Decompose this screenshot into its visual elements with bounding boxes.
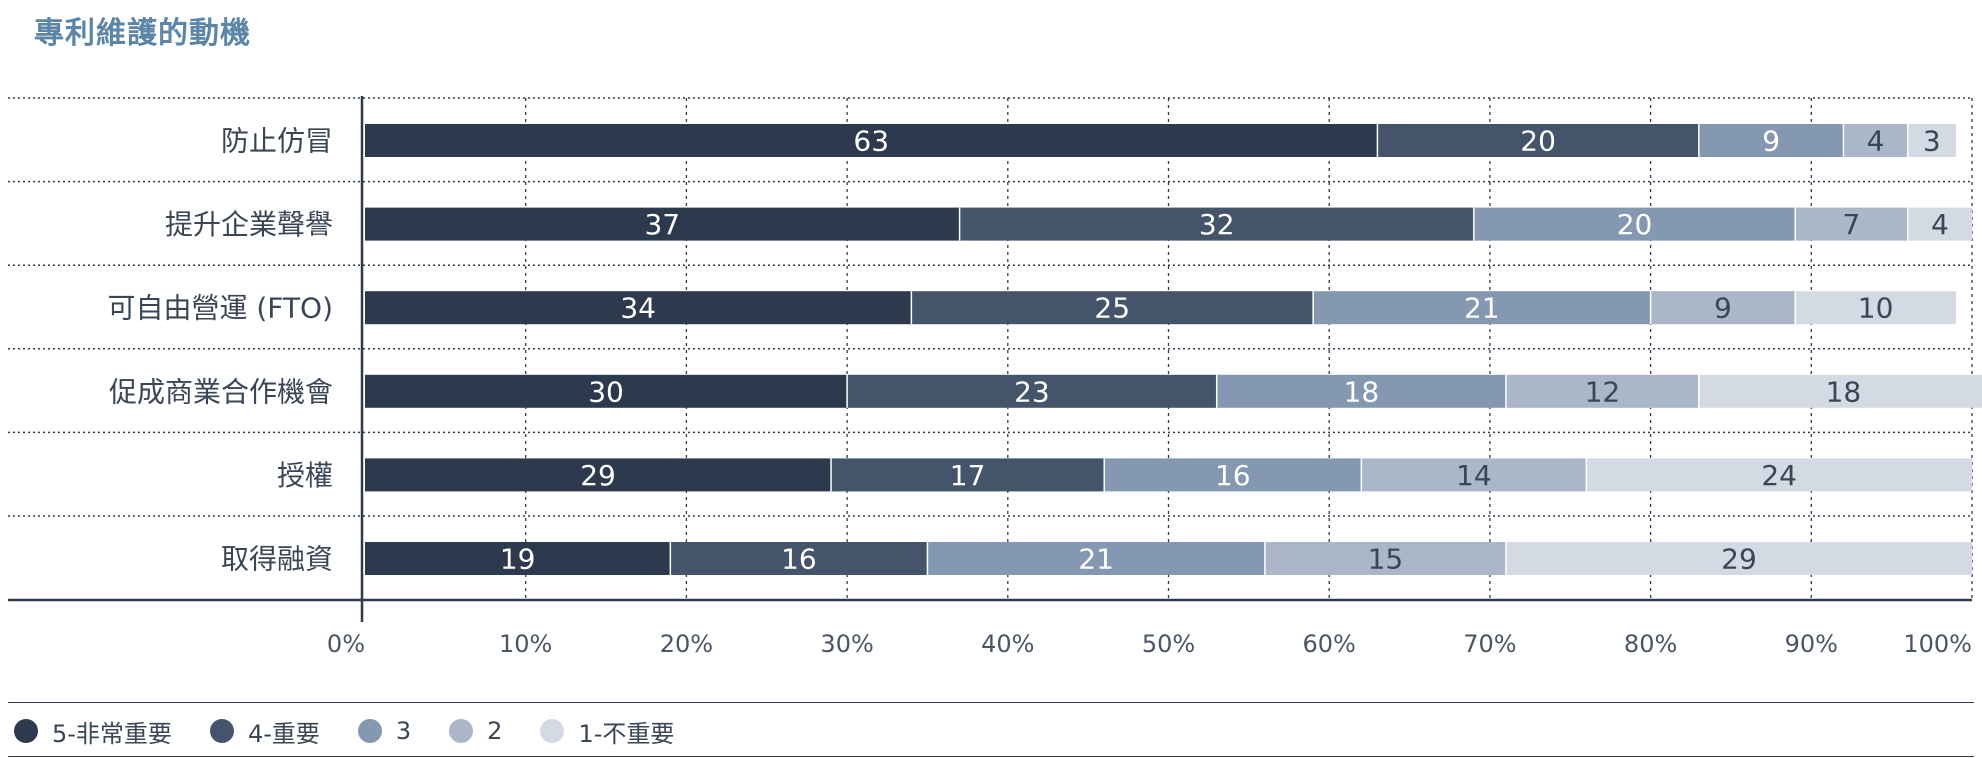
data-label: 21 [1078, 543, 1114, 576]
legend-label: 5-非常重要 [52, 714, 172, 749]
data-label: 14 [1456, 459, 1492, 492]
legend: 5-非常重要 4-重要 3 2 1-不重要 [14, 715, 712, 747]
legend-label: 2 [487, 717, 502, 745]
data-label: 37 [644, 208, 680, 241]
category-label: 可自由營運 (FTO) [107, 292, 333, 325]
data-label: 4 [1867, 125, 1885, 158]
x-tick-label: 60% [1303, 630, 1356, 658]
x-tick-label: 20% [660, 630, 713, 658]
x-tick-label: 40% [981, 630, 1034, 658]
legend-item: 4-重要 [210, 714, 320, 749]
data-label: 12 [1585, 375, 1621, 408]
category-label: 取得融資 [221, 543, 333, 576]
legend-label: 1-不重要 [578, 714, 674, 749]
data-label: 15 [1368, 543, 1404, 576]
data-label: 16 [1215, 459, 1251, 492]
legend-swatch [358, 719, 382, 743]
data-label: 32 [1199, 208, 1235, 241]
data-label: 24 [1761, 459, 1797, 492]
legend-item: 2 [449, 717, 502, 745]
category-label: 授權 [277, 459, 333, 492]
legend-item: 5-非常重要 [14, 714, 172, 749]
legend-swatch [540, 719, 564, 743]
data-label: 16 [781, 543, 817, 576]
data-label: 20 [1520, 125, 1556, 158]
data-label: 18 [1344, 375, 1380, 408]
data-label: 21 [1464, 292, 1500, 325]
data-label: 63 [853, 125, 889, 158]
legend-swatch [449, 719, 473, 743]
data-label: 23 [1014, 375, 1050, 408]
legend-item: 1-不重要 [540, 714, 674, 749]
data-label: 9 [1714, 292, 1732, 325]
data-label: 34 [620, 292, 656, 325]
legend-swatch [210, 719, 234, 743]
x-tick-label: 80% [1624, 630, 1677, 658]
x-tick-label: 70% [1463, 630, 1516, 658]
category-label: 防止仿冒 [221, 125, 333, 158]
data-label: 10 [1858, 292, 1894, 325]
data-label: 17 [950, 459, 986, 492]
data-label: 29 [1721, 543, 1757, 576]
data-label: 18 [1826, 375, 1862, 408]
data-label: 3 [1923, 125, 1941, 158]
data-label: 9 [1762, 125, 1780, 158]
data-label: 25 [1094, 292, 1130, 325]
data-label: 19 [500, 543, 536, 576]
legend-item: 3 [358, 717, 411, 745]
x-tick-label: 10% [499, 630, 552, 658]
category-label: 提升企業聲譽 [165, 208, 333, 241]
legend-top-rule [8, 702, 1974, 703]
data-label: 29 [580, 459, 616, 492]
x-tick-label: 90% [1785, 630, 1838, 658]
x-tick-label: 100% [1903, 630, 1972, 658]
data-label: 30 [588, 375, 624, 408]
x-tick-label: 50% [1142, 630, 1195, 658]
legend-label: 4-重要 [248, 714, 320, 749]
data-label: 4 [1931, 208, 1949, 241]
data-label: 7 [1843, 208, 1861, 241]
legend-bottom-rule [8, 756, 1974, 757]
x-tick-label: 30% [820, 630, 873, 658]
x-tick-label: 0% [327, 630, 365, 658]
data-label: 20 [1617, 208, 1653, 241]
legend-swatch [14, 719, 38, 743]
legend-label: 3 [396, 717, 411, 745]
category-label: 促成商業合作機會 [109, 375, 333, 408]
